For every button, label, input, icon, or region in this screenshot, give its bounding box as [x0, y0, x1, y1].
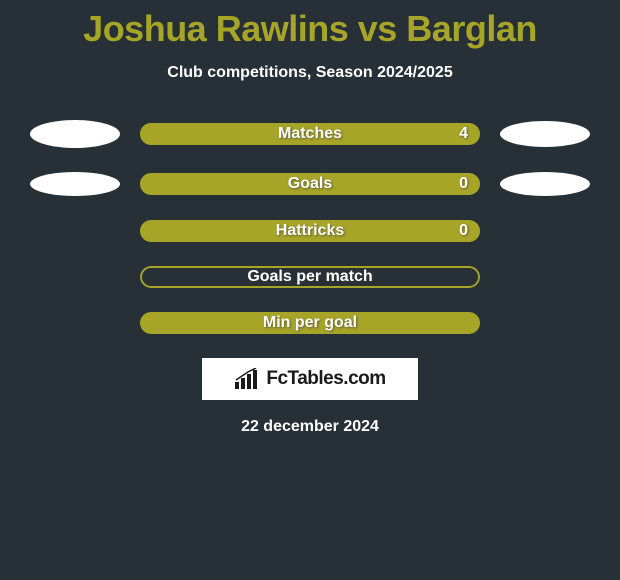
- stat-row: Matches 4: [0, 120, 620, 148]
- stats-rows: Matches 4 Goals 0 Hattricks 0 Goals per match M…: [0, 120, 620, 334]
- bar-fill-right: [310, 173, 480, 195]
- bar-label: Goals: [288, 175, 332, 193]
- stat-bar: Goals per match: [140, 266, 480, 288]
- stat-bar: Goals 0: [140, 173, 480, 195]
- bar-label: Hattricks: [276, 222, 344, 240]
- stat-row: Hattricks 0: [0, 220, 620, 242]
- bar-label: Matches: [278, 125, 342, 143]
- left-bubble: [30, 172, 120, 196]
- stat-bar: Hattricks 0: [140, 220, 480, 242]
- bar-value-right: 0: [459, 175, 468, 193]
- bar-label: Min per goal: [263, 314, 357, 332]
- page-title: Joshua Rawlins vs Barglan: [0, 0, 620, 50]
- bar-value-right: 4: [459, 125, 468, 143]
- right-bubble: [500, 121, 590, 147]
- left-bubble-slot: [30, 172, 120, 196]
- bar-fill-left: [140, 173, 310, 195]
- subtitle: Club competitions, Season 2024/2025: [0, 64, 620, 82]
- logo-text: FcTables.com: [266, 368, 385, 390]
- bar-label: Goals per match: [247, 268, 372, 286]
- stat-row: Min per goal: [0, 312, 620, 334]
- stat-bar: Min per goal: [140, 312, 480, 334]
- left-bubble-slot: [30, 120, 120, 148]
- right-bubble-slot: [500, 121, 590, 147]
- left-bubble: [30, 120, 120, 148]
- logo-box: FcTables.com: [202, 358, 418, 400]
- stat-row: Goals 0: [0, 172, 620, 196]
- fctables-logo-icon: [234, 368, 260, 390]
- right-bubble-slot: [500, 172, 590, 196]
- date-text: 22 december 2024: [0, 418, 620, 436]
- stat-row: Goals per match: [0, 266, 620, 288]
- right-bubble: [500, 172, 590, 196]
- bar-value-right: 0: [459, 222, 468, 240]
- stat-bar: Matches 4: [140, 123, 480, 145]
